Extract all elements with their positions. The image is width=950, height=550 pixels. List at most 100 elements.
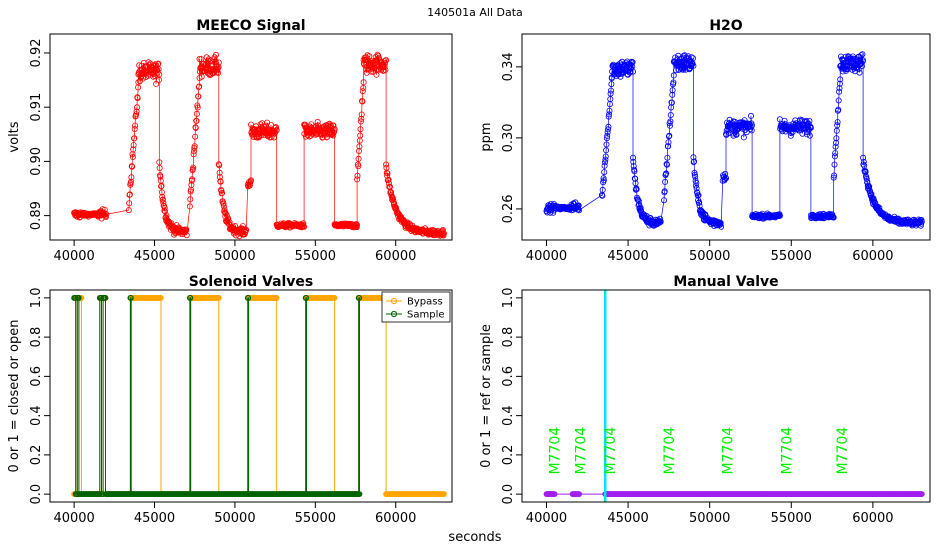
manual-x-tick-label: 60000 bbox=[852, 511, 893, 526]
h2o-data-point bbox=[673, 67, 680, 74]
solenoid-y-tick-label: 0.8 bbox=[29, 327, 44, 348]
legend-entry-label: Sample bbox=[407, 310, 445, 321]
meeco-data-point bbox=[221, 206, 228, 213]
meeco-data-point bbox=[217, 178, 224, 185]
h2o-data-point bbox=[833, 139, 840, 146]
solenoid-y-tick-label: 0.4 bbox=[29, 405, 44, 426]
h2o-data-point bbox=[575, 202, 582, 209]
meeco-data-point bbox=[383, 169, 390, 176]
h2o-data-point bbox=[787, 132, 794, 139]
h2o-data-point bbox=[603, 135, 610, 142]
meeco-data-point bbox=[189, 176, 196, 183]
meeco-data-point bbox=[129, 163, 136, 170]
meeco-data-point bbox=[301, 223, 308, 230]
meeco-data-point bbox=[384, 172, 391, 179]
h2o-data-point bbox=[696, 199, 703, 206]
meeco-data-point bbox=[355, 147, 362, 154]
solenoid-series-sample-line bbox=[74, 297, 360, 495]
meeco-data-point bbox=[272, 124, 279, 131]
solenoid-x-tick-label: 50000 bbox=[214, 511, 255, 526]
legend-swatch-marker bbox=[390, 297, 398, 305]
h2o-data-point bbox=[718, 223, 725, 230]
h2o-data-point bbox=[860, 154, 867, 161]
meeco-y-tick-label: 0.89 bbox=[29, 201, 44, 230]
meeco-data-point bbox=[273, 127, 280, 134]
meeco-data-point bbox=[188, 181, 195, 188]
h2o-plot-frame bbox=[521, 33, 931, 241]
h2o-data-point bbox=[608, 81, 615, 88]
manual-y-tick-label: 0.6 bbox=[501, 366, 516, 387]
meeco-data-point bbox=[129, 153, 136, 160]
h2o-data-point bbox=[859, 63, 866, 70]
h2o-y-tick-label: 0.26 bbox=[501, 194, 516, 223]
h2o-data-point bbox=[836, 88, 843, 95]
meeco-data-point bbox=[183, 232, 190, 239]
h2o-data-point bbox=[856, 69, 863, 76]
h2o-data-point bbox=[667, 112, 674, 119]
meeco-data-point bbox=[192, 133, 199, 140]
manual-y-tick-label: 0.0 bbox=[501, 484, 516, 505]
manual-x-tick-label: 50000 bbox=[689, 511, 730, 526]
meeco-data-point bbox=[314, 118, 321, 125]
meeco-data-point bbox=[186, 203, 193, 210]
meeco-data-point bbox=[247, 177, 254, 184]
solenoid-y-tick-label: 0.6 bbox=[29, 366, 44, 387]
h2o-data-point bbox=[831, 153, 838, 160]
sample-annotation-label: M7704 bbox=[548, 427, 564, 475]
legend-entry-label: Bypass bbox=[407, 297, 443, 308]
h2o-y-tick-label: 0.30 bbox=[501, 123, 516, 152]
h2o-data-point bbox=[600, 177, 607, 184]
h2o-data-point bbox=[601, 169, 608, 176]
meeco-data-point bbox=[150, 71, 157, 78]
meeco-data-point bbox=[358, 115, 365, 122]
meeco-data-point bbox=[383, 57, 390, 64]
h2o-data-point bbox=[863, 175, 870, 182]
solenoid-series-sample-point bbox=[102, 295, 109, 301]
meeco-data-point bbox=[187, 196, 194, 203]
h2o-y-tick-label: 0.34 bbox=[501, 52, 516, 81]
h2o-data-point bbox=[669, 87, 676, 94]
meeco-data-point bbox=[381, 63, 388, 70]
h2o-data-point bbox=[749, 122, 756, 129]
h2o-data-point bbox=[604, 132, 611, 139]
h2o-data-point bbox=[666, 132, 673, 139]
solenoid-x-tick-label: 40000 bbox=[53, 511, 94, 526]
h2o-data-point bbox=[860, 57, 867, 64]
h2o-data-point bbox=[740, 134, 747, 141]
h2o-title: H2O bbox=[709, 18, 742, 34]
h2o-data-point bbox=[833, 135, 840, 142]
meeco-data-point bbox=[126, 191, 133, 198]
meeco-data-point bbox=[133, 108, 140, 115]
meeco-data-point bbox=[128, 174, 135, 181]
meeco-data-point bbox=[134, 95, 141, 102]
meeco-y-tick-label: 0.92 bbox=[29, 38, 44, 67]
meeco-data-point bbox=[440, 230, 447, 237]
meeco-data-point bbox=[158, 189, 165, 196]
meeco-data-point bbox=[357, 126, 364, 133]
sample-annotation-label: M7704 bbox=[603, 427, 619, 475]
meeco-data-point bbox=[154, 69, 161, 76]
meeco-data-point bbox=[150, 66, 157, 73]
h2o-data-point bbox=[633, 186, 640, 193]
h2o-data-point bbox=[722, 170, 729, 177]
h2o-data-point bbox=[830, 214, 837, 221]
h2o-data-point bbox=[837, 76, 844, 83]
shared-x-axis-label: seconds bbox=[448, 530, 501, 545]
meeco-data-point bbox=[375, 54, 382, 61]
meeco-data-point bbox=[354, 176, 361, 183]
meeco-data-point bbox=[363, 69, 370, 76]
legend-swatch-marker bbox=[390, 310, 398, 318]
h2o-data-point bbox=[832, 150, 839, 157]
meeco-x-tick-label: 45000 bbox=[134, 249, 175, 264]
h2o-x-tick-label: 60000 bbox=[852, 249, 893, 264]
h2o-data-point bbox=[547, 200, 554, 207]
meeco-data-point bbox=[270, 134, 277, 141]
meeco-x-tick-label: 40000 bbox=[53, 249, 94, 264]
meeco-data-point bbox=[383, 161, 390, 168]
meeco-y-axis-label: volts bbox=[7, 121, 22, 152]
h2o-data-point bbox=[607, 90, 614, 97]
meeco-data-point bbox=[366, 53, 373, 60]
meeco-data-point bbox=[216, 169, 223, 176]
meeco-data-point bbox=[131, 126, 138, 133]
h2o-data-point bbox=[604, 129, 611, 136]
